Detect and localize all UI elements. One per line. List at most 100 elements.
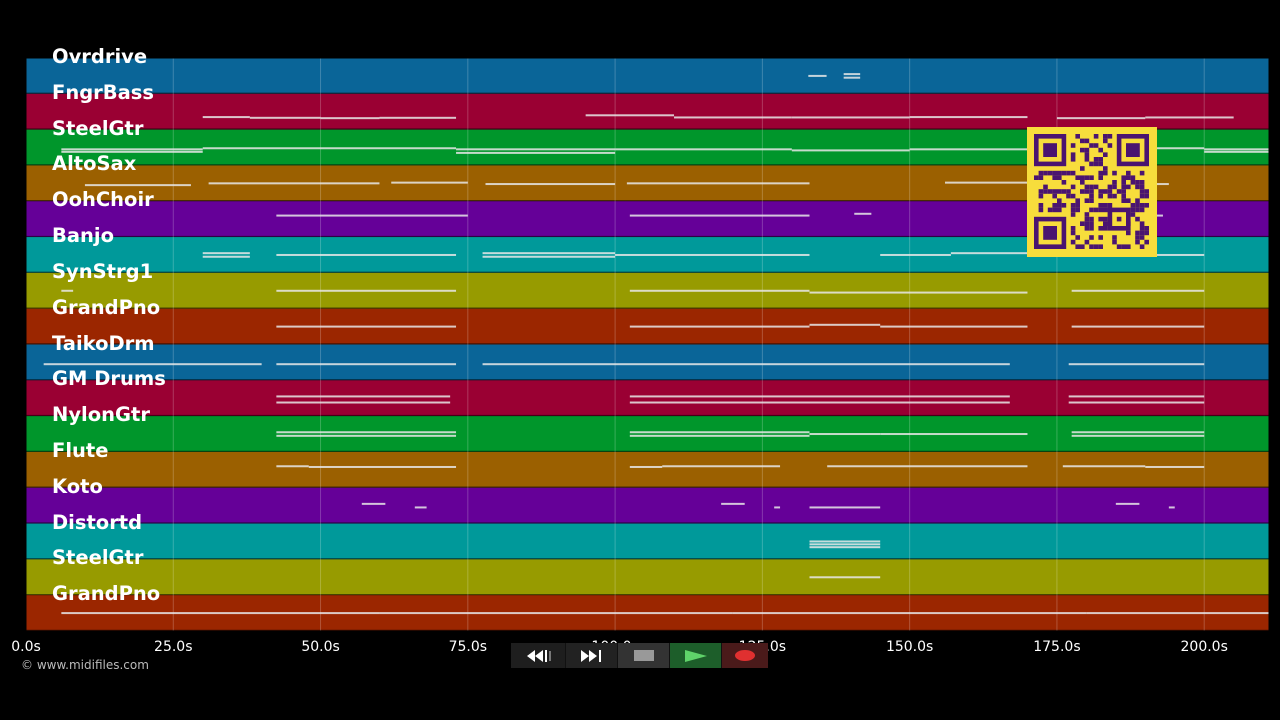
- note-bar: [202, 255, 250, 258]
- note-bar: [629, 401, 1010, 404]
- note-bar: [1071, 289, 1205, 292]
- note-bar: [791, 116, 910, 119]
- note-bar: [208, 182, 380, 185]
- track-lane: [26, 58, 1269, 94]
- track-label: FngrBass: [52, 80, 155, 104]
- note-bar: [721, 502, 745, 505]
- note-bar: [414, 506, 427, 509]
- note-bar: [843, 73, 861, 76]
- track-label: GrandPno: [52, 582, 161, 606]
- track-label: Koto: [52, 474, 103, 498]
- track-label: TaikoDrm: [52, 331, 155, 355]
- note-bar: [950, 252, 1028, 255]
- note-bar: [1071, 434, 1205, 437]
- note-bar: [629, 325, 810, 328]
- note-bar: [809, 291, 1028, 294]
- note-bar: [880, 325, 1028, 328]
- stop-button[interactable]: [618, 643, 670, 668]
- note-bar: [276, 395, 451, 398]
- note-bar: [276, 401, 451, 404]
- fast-forward-icon: [577, 648, 607, 664]
- play-button[interactable]: [670, 643, 722, 668]
- note-bar: [827, 465, 1028, 468]
- note-bar: [249, 116, 321, 119]
- note-bar: [308, 465, 457, 468]
- note-bar: [626, 182, 810, 185]
- fast-forward-button[interactable]: [566, 643, 618, 668]
- note-bar: [43, 363, 262, 366]
- track-label: NylonGtr: [52, 403, 150, 427]
- note-bar: [909, 116, 1028, 119]
- note-bar: [809, 506, 881, 509]
- rewind-button[interactable]: [511, 643, 566, 668]
- track-label: GrandPno: [52, 295, 161, 319]
- note-bar: [202, 147, 457, 150]
- note-bar: [276, 465, 309, 468]
- axis-tick-label: 150.0s: [885, 639, 934, 655]
- axis-tick-label: 50.0s: [301, 639, 340, 655]
- note-bar: [615, 148, 792, 151]
- note-bar: [1068, 401, 1205, 404]
- note-bar: [809, 323, 881, 326]
- note-bar: [854, 212, 872, 215]
- note-bar: [791, 149, 910, 152]
- plot-border: [25, 57, 1270, 632]
- note-bar: [276, 253, 457, 256]
- note-bar: [629, 289, 810, 292]
- note-bar: [379, 612, 733, 615]
- qr-code-icon: [1027, 127, 1157, 257]
- note-bar: [880, 253, 951, 256]
- note-bar: [809, 576, 881, 579]
- track-lane: [26, 487, 1269, 524]
- note-bar: [909, 148, 1028, 151]
- axis-tick-label: 75.0s: [448, 639, 488, 655]
- track-lane: [26, 523, 1269, 560]
- note-bar: [61, 150, 203, 153]
- axis-tick-label: 175.0s: [1033, 639, 1081, 655]
- play-icon: [683, 648, 709, 664]
- track-label: SteelGtr: [52, 546, 144, 570]
- record-button[interactable]: [722, 643, 768, 668]
- note-bar: [1071, 431, 1205, 434]
- note-bar: [202, 116, 250, 119]
- note-bar: [320, 117, 380, 120]
- note-bar: [1145, 465, 1205, 468]
- note-bar: [1086, 612, 1269, 615]
- note-bar: [379, 116, 457, 119]
- track-label: Flute: [52, 438, 109, 462]
- stop-icon: [633, 650, 654, 661]
- note-bar: [843, 76, 861, 79]
- track-label: Banjo: [52, 224, 114, 248]
- record-icon: [735, 650, 755, 661]
- note-bar: [456, 148, 616, 151]
- note-bar: [585, 114, 675, 117]
- note-bar: [1204, 148, 1269, 151]
- track-lane: [26, 380, 1269, 417]
- note-bar: [1062, 465, 1146, 468]
- track-lane: [26, 93, 1269, 130]
- note-bar: [84, 184, 191, 187]
- note-bar: [61, 612, 380, 615]
- rewind-icon: [523, 648, 553, 664]
- note-bar: [361, 502, 386, 505]
- note-bar: [276, 325, 457, 328]
- note-bar: [1115, 502, 1140, 505]
- track-label: OohChoir: [52, 188, 154, 212]
- track-lane: [26, 451, 1269, 488]
- note-bar: [809, 546, 881, 549]
- note-bar: [482, 363, 1010, 366]
- note-bar: [629, 214, 810, 217]
- note-bar: [809, 540, 881, 543]
- copyright-text: © www.midifiles.com: [21, 658, 149, 672]
- note-bar: [276, 214, 468, 217]
- note-bar: [61, 148, 203, 151]
- note-bar: [276, 289, 457, 292]
- note-bar: [615, 253, 810, 256]
- note-bar: [1068, 395, 1205, 398]
- track-lane: [26, 559, 1269, 596]
- note-bar: [629, 465, 663, 468]
- note-bar: [1071, 325, 1205, 328]
- track-lane: [26, 344, 1269, 381]
- note-bar: [276, 431, 457, 434]
